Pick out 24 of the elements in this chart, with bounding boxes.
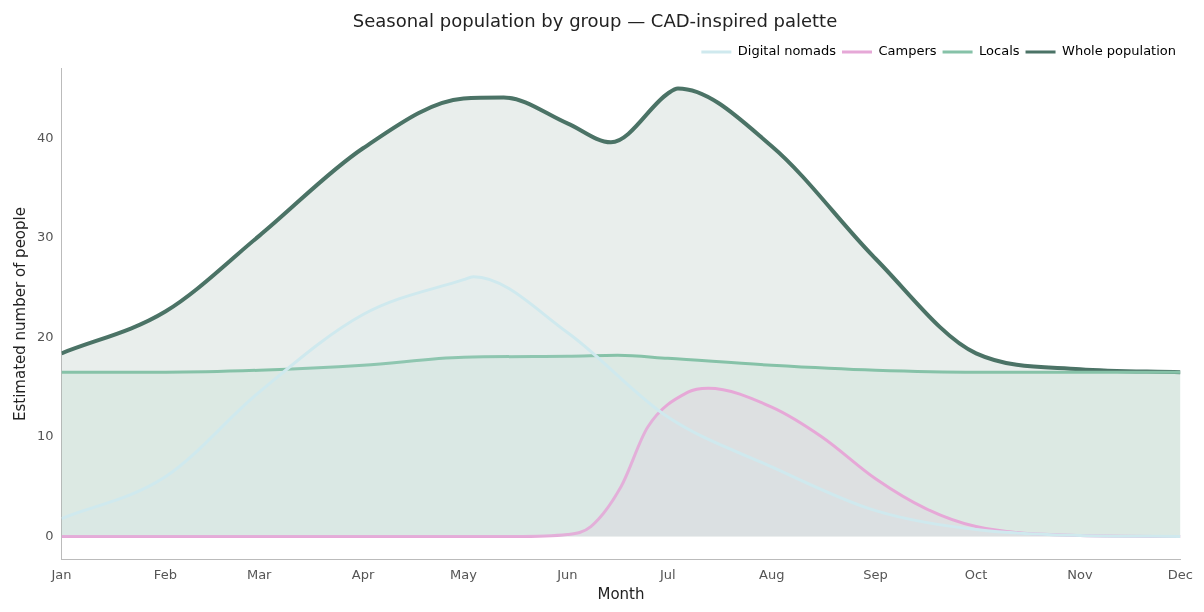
x-axis-title: Month <box>597 584 645 603</box>
x-tick-label: Jun <box>556 566 578 582</box>
legend-label: Whole population <box>1062 43 1176 59</box>
x-tick-label: Apr <box>351 566 375 582</box>
legend-label: Campers <box>878 43 937 59</box>
x-tick-label: May <box>450 566 478 582</box>
y-tick-label: 0 <box>45 527 54 543</box>
x-tick-label: Nov <box>1067 566 1093 582</box>
x-tick-label: Oct <box>964 566 988 582</box>
x-tick-label: Feb <box>153 566 177 582</box>
y-tick-label: 10 <box>37 428 54 444</box>
x-tick-label: Jul <box>659 566 676 582</box>
y-tick-label: 30 <box>37 229 54 245</box>
legend-label: Locals <box>979 43 1020 59</box>
y-tick-label: 20 <box>37 328 54 344</box>
legend-label: Digital nomads <box>737 43 837 59</box>
chart-title: Seasonal population by group — CAD-inspired palette <box>352 10 838 32</box>
y-axis-title: Estimated number of people <box>10 207 29 421</box>
x-tick-label: Dec <box>1167 566 1193 582</box>
x-tick-label: Mar <box>246 566 273 582</box>
x-tick-label: Aug <box>759 566 785 582</box>
x-tick-label: Jan <box>50 566 72 582</box>
x-tick-label: Sep <box>863 566 888 582</box>
y-tick-label: 40 <box>37 129 54 145</box>
